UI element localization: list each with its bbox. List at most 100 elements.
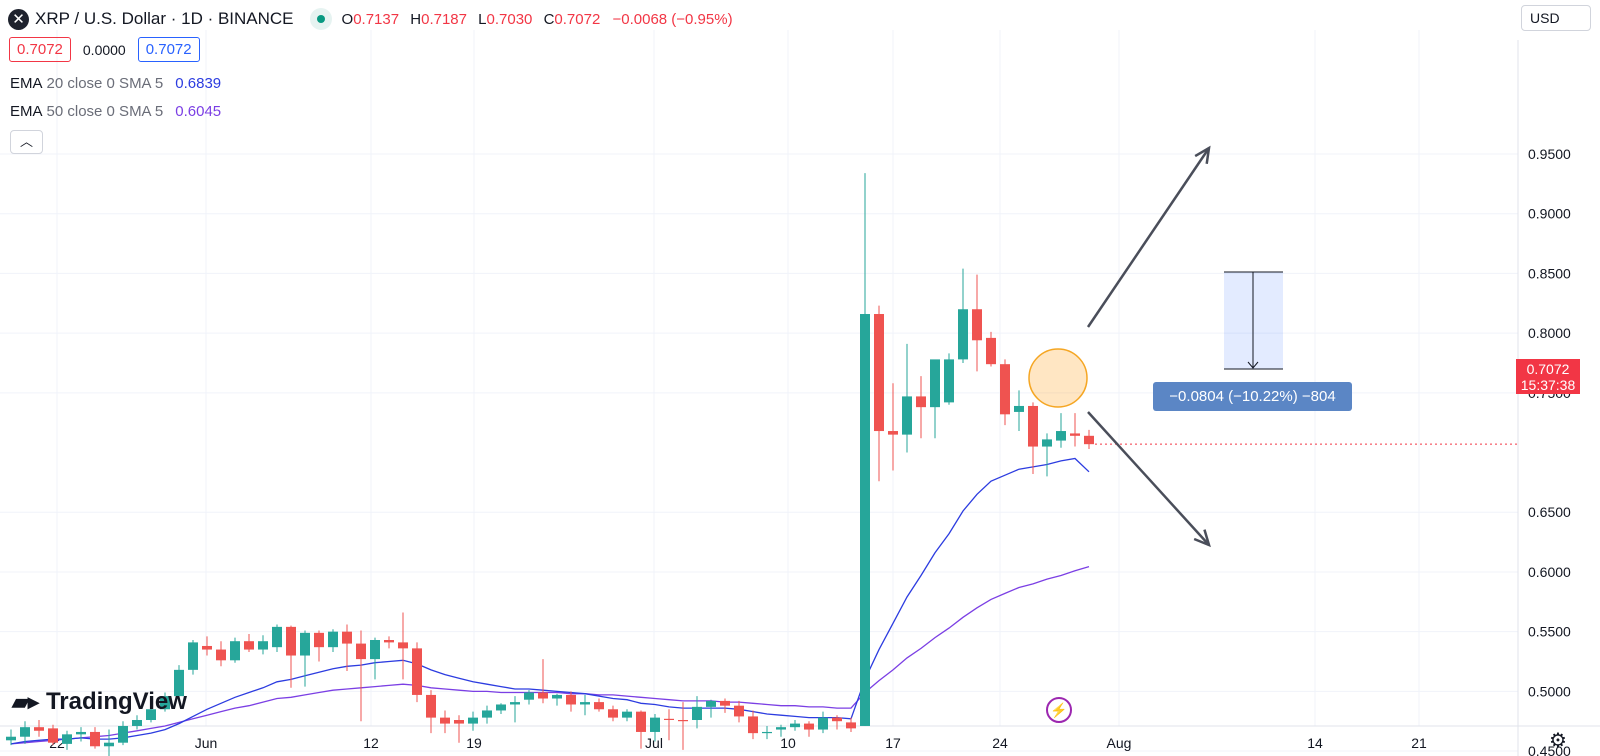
candle-down[interactable] [1000, 364, 1010, 415]
candle-down[interactable] [314, 632, 324, 648]
currency-select[interactable]: USD [1521, 5, 1591, 31]
candle-up[interactable] [20, 727, 30, 737]
candle-down[interactable] [678, 720, 688, 722]
sell-price-box[interactable]: 0.7072 [9, 37, 71, 62]
ema20-legend[interactable]: EMA 20 close 0 SMA 5 0.6839 [10, 75, 221, 92]
candle-up[interactable] [1056, 431, 1066, 441]
candle-up[interactable] [776, 727, 786, 730]
candle-down[interactable] [1070, 433, 1080, 436]
candle-down[interactable] [888, 431, 898, 435]
highlight-circle[interactable] [1028, 348, 1088, 408]
candle-down[interactable] [566, 694, 576, 705]
candle-up[interactable] [300, 632, 310, 656]
candle-down[interactable] [846, 722, 856, 729]
candle-down[interactable] [720, 700, 730, 706]
up-arrow[interactable] [1086, 147, 1211, 328]
candle-down[interactable] [1084, 435, 1094, 445]
candle-up[interactable] [174, 669, 184, 697]
candle-down[interactable] [202, 645, 212, 650]
candle-up[interactable] [944, 359, 954, 403]
candle-up[interactable] [188, 642, 198, 670]
candle-down[interactable] [916, 396, 926, 408]
candle-down[interactable] [48, 728, 58, 743]
candle-down[interactable] [832, 717, 842, 722]
candle-up[interactable] [146, 709, 156, 721]
candle-up[interactable] [328, 631, 338, 648]
candle-down[interactable] [986, 337, 996, 365]
candle-down[interactable] [636, 711, 646, 732]
candle-up[interactable] [132, 720, 142, 726]
candle-up[interactable] [230, 641, 240, 661]
candle-down[interactable] [538, 692, 548, 699]
lightning-icon[interactable]: ⚡ [1046, 697, 1072, 723]
candle-up[interactable] [370, 640, 380, 660]
candle-up[interactable] [580, 702, 590, 705]
candle-up[interactable] [62, 734, 72, 744]
tradingview-logo[interactable]: ▰▸ TradingView [12, 688, 187, 716]
candle-up[interactable] [482, 710, 492, 718]
candle-down[interactable] [286, 626, 296, 656]
candle-up[interactable] [272, 626, 282, 648]
candle-up[interactable] [930, 359, 940, 408]
candle-down[interactable] [216, 649, 226, 661]
candle-down[interactable] [804, 723, 814, 730]
candle-down[interactable] [734, 705, 744, 717]
candle-down[interactable] [34, 727, 44, 731]
candle-down[interactable] [342, 631, 352, 644]
collapse-legend-button[interactable]: ︿ [10, 130, 43, 154]
candle-up[interactable] [902, 396, 912, 435]
candle-up[interactable] [706, 700, 716, 707]
time-tick-label: Aug [1107, 735, 1132, 751]
candle-down[interactable] [1028, 405, 1038, 447]
candle-down[interactable] [748, 716, 758, 734]
candle-up[interactable] [258, 641, 268, 650]
candle-up[interactable] [552, 694, 562, 699]
time-tick-label: 19 [466, 735, 482, 751]
candle-down[interactable] [244, 641, 254, 650]
candle-up[interactable] [790, 723, 800, 728]
candle-down[interactable] [440, 717, 450, 724]
candle-down[interactable] [398, 642, 408, 649]
symbol-title[interactable]: XRP / U.S. Dollar · 1D · BINANCE [35, 9, 294, 28]
candle-up[interactable] [958, 309, 968, 360]
candle-up[interactable] [650, 717, 660, 732]
candle-down[interactable] [356, 643, 366, 660]
candle-down[interactable] [384, 640, 394, 643]
ohlc-key: L [478, 10, 487, 28]
candle-up[interactable] [762, 731, 772, 734]
candle-down[interactable] [972, 309, 982, 341]
candle-up[interactable] [510, 702, 520, 705]
candle-up[interactable] [860, 314, 870, 726]
candle-up[interactable] [622, 711, 632, 718]
measure-label[interactable]: −0.0804 (−10.22%) −804 [1153, 382, 1352, 411]
down-arrow[interactable] [1087, 411, 1210, 546]
candle-up[interactable] [104, 742, 114, 747]
candle-down[interactable] [412, 648, 422, 695]
candle-up[interactable] [468, 717, 478, 724]
candle-up[interactable] [692, 706, 702, 721]
buy-price-box[interactable]: 0.7072 [137, 37, 200, 62]
candle-up[interactable] [496, 704, 506, 711]
last-price: 0.7072 [1526, 361, 1570, 377]
candle-down[interactable] [874, 314, 884, 432]
candle-down[interactable] [664, 718, 674, 721]
xrp-logo-icon: ✕ [8, 8, 29, 30]
candle-up[interactable] [1042, 439, 1052, 447]
candle-up[interactable] [524, 692, 534, 700]
candle-down[interactable] [426, 694, 436, 718]
candle-down[interactable] [608, 709, 618, 718]
candle-up[interactable] [1014, 405, 1024, 412]
ema50-legend[interactable]: EMA 50 close 0 SMA 5 0.6045 [10, 103, 221, 120]
candle-up[interactable] [76, 731, 86, 735]
gear-icon[interactable]: ⚙ [1549, 730, 1567, 752]
candle-up[interactable] [6, 736, 16, 741]
time-tick-label: 17 [885, 735, 901, 751]
ohlc-value: 0.7137 [353, 10, 400, 28]
candle-down[interactable] [594, 702, 604, 710]
candle-up[interactable] [118, 725, 128, 743]
candle-down[interactable] [90, 731, 100, 747]
candle-up[interactable] [160, 696, 170, 710]
candle-up[interactable] [818, 717, 828, 730]
candle-down[interactable] [454, 720, 464, 724]
